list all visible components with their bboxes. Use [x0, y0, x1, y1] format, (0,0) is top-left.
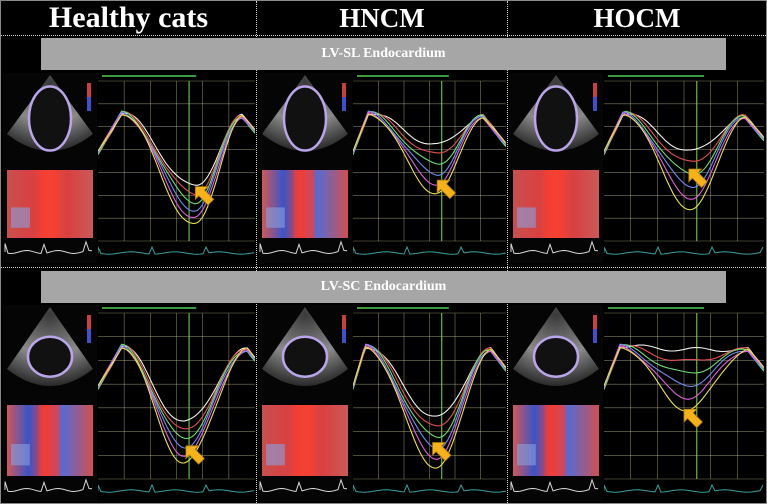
strain-curve — [604, 111, 764, 188]
column-header-hncm: HNCM — [339, 2, 425, 33]
ecg-trace — [510, 240, 599, 255]
highlight-arrow-icon — [683, 408, 703, 429]
strain-plot-hocm-sc — [604, 305, 764, 501]
strain-curve — [98, 343, 255, 440]
ventricle-trace — [281, 335, 329, 378]
ecg-trace — [4, 478, 93, 493]
ecg-trace — [604, 483, 764, 493]
row-divider — [1, 267, 766, 268]
ecg-trace — [98, 245, 255, 255]
ecg-trace — [604, 245, 764, 255]
strain-curve — [353, 344, 506, 438]
highlight-arrow-icon — [432, 442, 452, 462]
ecg-trace — [98, 483, 255, 493]
strain-plot-hocm-sl — [604, 73, 764, 263]
highlight-arrow-icon — [185, 445, 205, 465]
row-banner-lv-sl: LV-SL Endocardium — [41, 38, 726, 70]
strain-curve — [98, 111, 255, 212]
ventricle-trace — [532, 335, 580, 378]
strain-curve — [604, 114, 764, 211]
echo-panel-hncm-sl — [258, 73, 352, 263]
strain-curve — [353, 110, 506, 165]
echo-panel-hocm-sl — [509, 73, 603, 263]
strain-curve — [98, 114, 255, 224]
ecg-trace — [259, 478, 348, 493]
ecg-trace — [259, 240, 348, 255]
ecg-trace — [510, 478, 599, 493]
strain-curve — [604, 110, 764, 176]
echo-panel-hncm-sc — [258, 305, 352, 501]
strain-plot-healthy-sc — [98, 305, 255, 501]
ventricle-trace — [27, 85, 73, 152]
strain-curve — [604, 344, 764, 400]
strain-curve — [98, 344, 255, 449]
strain-curve — [604, 343, 764, 389]
ventricle-trace — [533, 85, 579, 152]
column-divider — [256, 1, 257, 503]
column-header-hocm: HOCM — [593, 2, 681, 33]
ventricle-trace — [26, 335, 74, 378]
strain-plot-healthy-sl — [98, 73, 255, 263]
highlight-arrow-icon — [688, 168, 708, 188]
echo-panel-healthy-sl — [3, 73, 97, 263]
strain-curve — [604, 344, 764, 390]
strain-curve — [353, 110, 506, 176]
row-divider — [1, 35, 766, 36]
strain-curve — [98, 110, 255, 205]
strain-curve — [353, 346, 506, 469]
column-divider — [507, 1, 508, 503]
ecg-trace — [353, 245, 506, 255]
row-banner-lv-sc: LV-SC Endocardium — [41, 271, 726, 303]
strain-curve — [98, 347, 255, 464]
echo-panel-healthy-sc — [3, 305, 97, 501]
strain-curve — [604, 344, 764, 390]
ecg-trace — [4, 240, 93, 255]
ventricle-trace — [282, 85, 328, 152]
strain-plot-hncm-sl — [353, 73, 506, 263]
highlight-arrow-icon — [436, 179, 457, 200]
column-header-healthy-cats: Healthy cats — [48, 1, 209, 34]
highlight-arrow-icon — [194, 186, 215, 206]
strain-plot-hncm-sc — [353, 305, 506, 501]
ecg-trace — [353, 483, 506, 493]
strain-curve — [353, 113, 506, 195]
strain-curve — [353, 343, 506, 450]
echo-panel-hocm-sc — [509, 305, 603, 501]
